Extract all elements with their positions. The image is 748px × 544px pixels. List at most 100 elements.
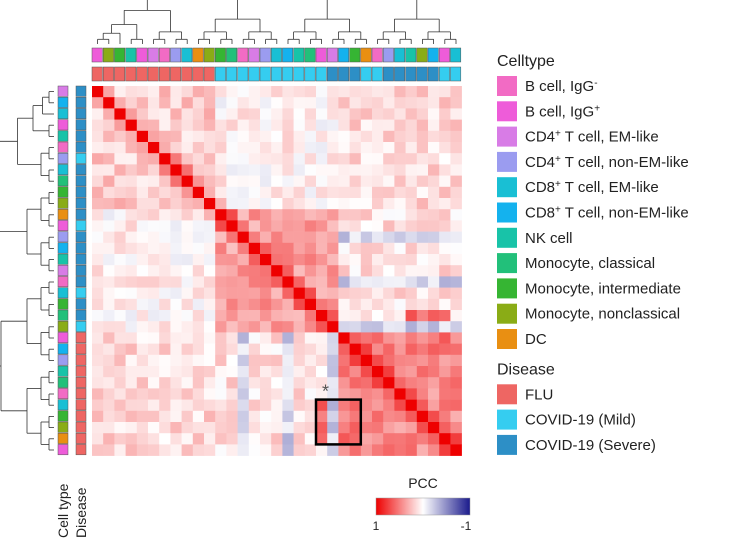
heatmap-cell [304, 321, 317, 333]
heatmap-cell [226, 119, 238, 132]
heatmap-cell [316, 321, 328, 333]
column-celltype-cell [427, 47, 439, 63]
heatmap-cell [450, 108, 462, 120]
heatmap-cell [148, 198, 160, 210]
heatmap-cell [316, 399, 328, 412]
column-disease-cell [326, 66, 338, 82]
heatmap-cell [181, 86, 194, 98]
row-disease-cell [75, 119, 87, 131]
legend-celltype-label: CD8+ T cell, non-EM-like [525, 204, 689, 222]
heatmap-cell [383, 399, 395, 412]
heatmap-cell [416, 153, 429, 165]
heatmap-cell [114, 265, 126, 277]
heatmap-cell [304, 164, 317, 176]
heatmap-cell [148, 265, 160, 277]
heatmap-cell [170, 354, 182, 367]
heatmap-cell [372, 310, 384, 322]
heatmap-cell [327, 422, 339, 434]
heatmap-cell [192, 108, 205, 120]
heatmap-cell [92, 366, 104, 378]
heatmap-cell [416, 209, 429, 221]
heatmap-cell [148, 142, 160, 154]
heatmap-cell [338, 142, 350, 154]
heatmap-cell [226, 343, 238, 356]
heatmap-cell [170, 242, 182, 255]
heatmap-cell [293, 186, 306, 199]
heatmap-cell [304, 354, 317, 367]
heatmap-cell [103, 231, 115, 244]
heatmap-cell [383, 343, 395, 356]
heatmap-cell [394, 366, 406, 378]
heatmap-cell [316, 310, 328, 322]
heatmap-cell [248, 220, 261, 232]
heatmap-cell [282, 97, 294, 109]
heatmap-cell [125, 321, 138, 333]
heatmap-cell [159, 399, 171, 412]
row-disease-cell [75, 332, 87, 344]
heatmap-cell [237, 265, 250, 277]
heatmap-cell [170, 422, 182, 434]
heatmap-cell [92, 310, 104, 322]
heatmap-cell [349, 108, 362, 120]
heatmap-cell [125, 377, 138, 389]
heatmap-cell [293, 86, 306, 98]
column-celltype-cell [147, 47, 159, 63]
heatmap-cell [416, 321, 429, 333]
heatmap-cell [215, 209, 227, 221]
heatmap-cell [439, 175, 451, 188]
heatmap-cell [450, 298, 462, 311]
heatmap-cell [181, 287, 194, 300]
heatmap-cell [304, 130, 317, 143]
heatmap-cell [204, 354, 216, 367]
heatmap-cell [349, 242, 362, 255]
heatmap-cell [204, 265, 216, 277]
heatmap-cell [237, 377, 250, 389]
heatmap-cell [103, 354, 115, 367]
heatmap-cell [304, 298, 317, 311]
heatmap-cell [170, 377, 182, 389]
heatmap-cell [405, 388, 418, 400]
heatmap-cell [159, 153, 171, 165]
row-disease-cell [75, 410, 87, 422]
column-celltype-cell [192, 47, 204, 63]
heatmap-cell [405, 119, 418, 132]
heatmap-cell [204, 220, 216, 232]
colorbar-min-label: 1 [373, 519, 380, 533]
column-celltype-cell [450, 47, 462, 63]
heatmap-cell [416, 108, 429, 120]
heatmap-cell [372, 220, 384, 232]
heatmap-cell [450, 198, 462, 210]
heatmap-cell [316, 254, 328, 266]
heatmap-cell [338, 186, 350, 199]
heatmap-cell [316, 366, 328, 378]
heatmap-cell [204, 276, 216, 288]
heatmap-cell [439, 231, 451, 244]
heatmap-cell [237, 108, 250, 120]
heatmap-cell [293, 142, 306, 154]
heatmap-cell [338, 388, 350, 400]
heatmap-cell [192, 399, 205, 412]
heatmap-cell [260, 343, 272, 356]
heatmap-cell [439, 164, 451, 176]
heatmap-cell [327, 366, 339, 378]
heatmap-cell [260, 220, 272, 232]
heatmap-cell [159, 388, 171, 400]
heatmap-cell [215, 410, 227, 423]
heatmap-cell [159, 254, 171, 266]
heatmap-cell [159, 287, 171, 300]
row-disease-cell [75, 432, 87, 444]
legend-celltype-label: NK cell [525, 230, 573, 247]
heatmap-cell [293, 377, 306, 389]
column-disease-cell [214, 66, 226, 82]
heatmap-cell [170, 220, 182, 232]
heatmap-cell [192, 198, 205, 210]
heatmap-cell [114, 97, 126, 109]
heatmap-cell [192, 242, 205, 255]
row-disease-cell [75, 242, 87, 254]
heatmap-cell [114, 119, 126, 132]
heatmap-cell [338, 242, 350, 255]
heatmap-cell [439, 198, 451, 210]
heatmap-cell [338, 310, 350, 322]
column-celltype-cell [259, 47, 271, 63]
row-annotation-label-disease: Disease [73, 487, 89, 538]
